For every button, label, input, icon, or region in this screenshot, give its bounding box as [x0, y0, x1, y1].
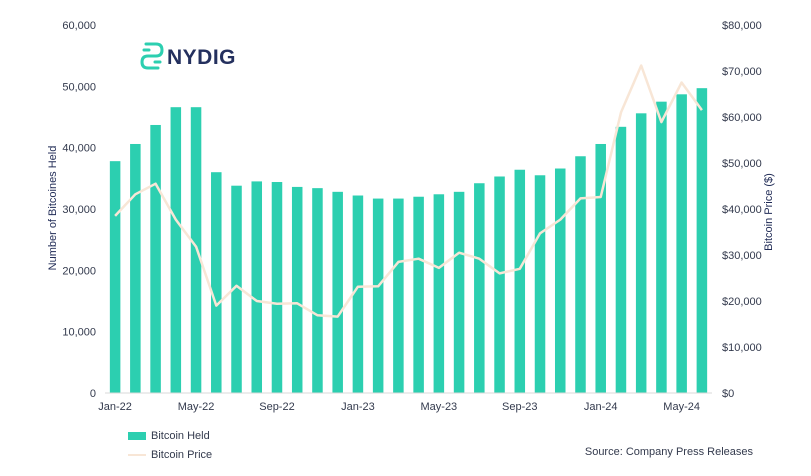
y-right-tick--10-000: $10,000	[722, 342, 762, 354]
x-ticks: Jan-22 May-22 Sep-22 Jan-23 May-23 Sep-23 Jan-…	[98, 401, 700, 413]
bar-aug-22	[251, 181, 263, 393]
x-tick-sep-23: Sep-23	[502, 401, 537, 413]
bar-mar-23	[393, 198, 404, 393]
bar-mar-22	[150, 124, 161, 394]
bars-group	[109, 88, 708, 394]
bar-jan-23	[352, 195, 364, 393]
bar-jun-24	[696, 88, 708, 393]
bar-nov-22	[312, 188, 323, 393]
bar-jan-24	[595, 143, 606, 393]
y-right-tick--20-000: $20,000	[722, 296, 762, 308]
bar-feb-23	[372, 198, 384, 393]
y-right-tick--70-000: $70,000	[722, 66, 762, 78]
legend: Bitcoin Held Bitcoin Price	[128, 426, 212, 464]
legend-label-bitcoin-held: Bitcoin Held	[151, 429, 210, 442]
y-left-tick-30-000: 30,000	[62, 204, 96, 216]
bar-dec-22	[332, 191, 343, 393]
legend-item-bitcoin-price: Bitcoin Price	[128, 445, 212, 464]
x-tick-may-23: May-23	[421, 401, 458, 413]
nydig-logo-icon	[140, 42, 164, 70]
bar-feb-24	[615, 126, 627, 394]
bar-mar-24	[635, 113, 647, 393]
legend-swatch-bitcoin-price	[128, 453, 146, 456]
bar-jul-23	[474, 183, 485, 393]
bar-oct-23	[534, 175, 546, 393]
bar-aug-23	[494, 176, 505, 393]
x-tick-may-22: May-22	[178, 401, 215, 413]
bar-jan-22	[109, 161, 121, 393]
bar-apr-22	[170, 107, 182, 393]
bar-sep-22	[271, 182, 283, 393]
y-right-tick--50-000: $50,000	[722, 158, 762, 170]
legend-item-bitcoin-held: Bitcoin Held	[128, 426, 212, 445]
legend-swatch-bitcoin-held	[128, 431, 146, 440]
bar-feb-22	[130, 143, 141, 393]
y-right-title: Bitcoin Price ($)	[763, 173, 775, 251]
x-tick-jan-23: Jan-23	[341, 401, 375, 413]
y-left-tick-0: 0	[90, 388, 96, 400]
bar-sep-23	[514, 169, 526, 393]
bar-jun-22	[211, 172, 222, 393]
x-tick-jan-22: Jan-22	[98, 401, 132, 413]
y-left-tick-20-000: 20,000	[62, 265, 96, 277]
legend-label-bitcoin-price: Bitcoin Price	[151, 448, 213, 461]
y-left-ticks: 0 10,000 20,000 30,000 40,000 50,000 60,000	[62, 20, 96, 400]
x-tick-sep-22: Sep-22	[259, 401, 294, 413]
bar-apr-24	[656, 101, 667, 394]
x-tick-jan-24: Jan-24	[584, 401, 618, 413]
y-left-tick-50-000: 50,000	[62, 81, 96, 93]
bar-jul-22	[231, 185, 242, 393]
bar-jun-23	[453, 191, 465, 393]
bar-nov-23	[554, 168, 566, 393]
bar-oct-22	[291, 186, 303, 393]
y-right-tick--30-000: $30,000	[722, 250, 762, 262]
y-left-title: Number of Bitcoines Held	[47, 146, 59, 271]
y-right-ticks: $0 $10,000 $20,000 $30,000 $40,000 $50,000 $60…	[722, 20, 762, 400]
y-left-tick-40-000: 40,000	[62, 143, 96, 155]
logo: NYDIG	[140, 42, 236, 70]
price-line	[114, 64, 703, 318]
y-right-tick--80-000: $80,000	[722, 20, 762, 32]
bar-dec-23	[575, 156, 586, 393]
y-left-tick-10-000: 10,000	[62, 327, 96, 339]
y-left-tick-60-000: 60,000	[62, 20, 96, 32]
x-tick-may-24: May-24	[663, 401, 700, 413]
bar-apr-23	[413, 196, 424, 393]
y-right-tick--0: $0	[722, 388, 734, 400]
y-right-tick--40-000: $40,000	[722, 204, 762, 216]
bar-may-24	[676, 94, 687, 393]
logo-text: NYDIG	[167, 46, 236, 69]
bar-may-23	[433, 194, 445, 393]
source-note: Source: Company Press Releases	[584, 446, 753, 458]
y-right-tick--60-000: $60,000	[722, 112, 762, 124]
